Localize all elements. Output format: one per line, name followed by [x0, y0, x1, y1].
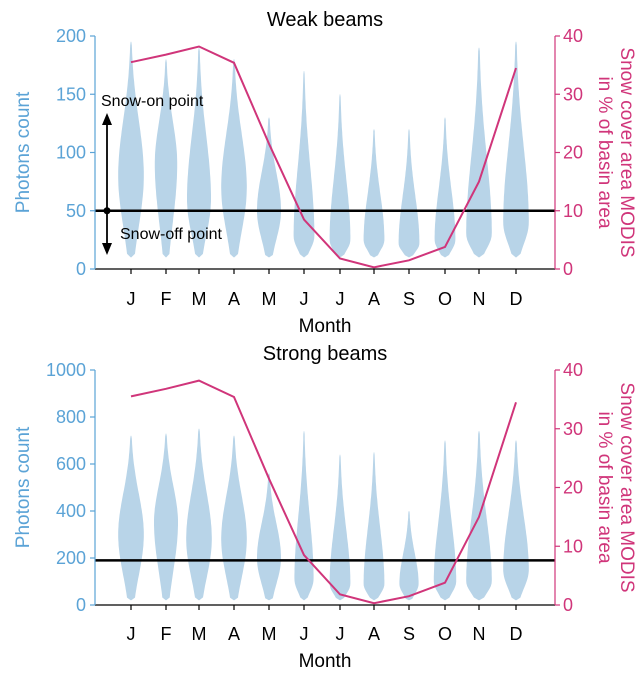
x-tick-label: S — [403, 624, 415, 644]
x-tick-label: M — [262, 624, 277, 644]
violin-J-6 — [329, 94, 351, 258]
x-tick-label: N — [473, 289, 486, 309]
violin-A-7 — [363, 129, 385, 258]
violin-A-3 — [221, 59, 247, 258]
y2-tick-label: 40 — [563, 360, 583, 380]
x-tick-label: D — [510, 289, 523, 309]
x-tick-label: A — [228, 624, 240, 644]
y-tick-label: 100 — [56, 143, 86, 163]
y-tick-label: 200 — [56, 26, 86, 46]
x-axis-label: Month — [299, 651, 352, 672]
x-tick-label: M — [262, 289, 277, 309]
y-axis-label: Photons count — [13, 426, 34, 548]
violin-N-10 — [466, 47, 492, 258]
y2-tick-label: 30 — [563, 419, 583, 439]
violin-F-1 — [154, 59, 178, 258]
y-tick-label: 400 — [56, 501, 86, 521]
chart-panel-1: Strong beams 0 200 400 600 800 1000 0 10 20 30 40 J F… — [13, 343, 637, 672]
snow-cover-line — [130, 379, 517, 605]
violin-J-0 — [118, 41, 144, 258]
violin-F-1 — [154, 433, 178, 601]
x-tick-label: A — [368, 624, 380, 644]
x-tick-label: F — [161, 289, 172, 309]
violin-M-4 — [257, 473, 281, 601]
y-tick-label: 150 — [56, 84, 86, 104]
snow-on-label: Snow-on point — [101, 93, 204, 110]
violin-M-2 — [187, 47, 211, 258]
violin-M-4 — [257, 117, 281, 258]
violin-S-8 — [398, 129, 420, 258]
x-tick-label: M — [192, 289, 207, 309]
x-tick-label: S — [403, 289, 415, 309]
x-tick-label: J — [127, 289, 136, 309]
x-tick-label: J — [336, 624, 345, 644]
y-tick-label: 0 — [76, 595, 86, 615]
y-tick-label: 800 — [56, 407, 86, 427]
violin-D-11 — [503, 440, 529, 601]
violin-M-2 — [186, 428, 212, 601]
y2-axis-label-line2: in % of basin area — [594, 411, 615, 564]
snow-cover-line — [130, 45, 517, 269]
x-tick-label: J — [300, 289, 309, 309]
x-tick-label: J — [336, 289, 345, 309]
violin-J-5 — [293, 71, 315, 258]
y2-tick-label: 20 — [563, 478, 583, 498]
chart-title: Weak beams — [267, 9, 383, 31]
y-tick-label: 1000 — [46, 360, 86, 380]
violin-O-9 — [434, 117, 456, 258]
violin-D-11 — [503, 41, 529, 258]
y2-tick-label: 30 — [563, 84, 583, 104]
x-tick-label: N — [473, 624, 486, 644]
violin-J-5 — [294, 431, 314, 601]
chart-title: Strong beams — [263, 343, 388, 365]
y2-tick-label: 10 — [563, 201, 583, 221]
snow-on-arrow-head — [102, 113, 112, 125]
y2-tick-label: 40 — [563, 26, 583, 46]
snow-off-arrow-head — [102, 243, 112, 255]
y2-axis-label-line1: Snow cover area MODIS — [616, 382, 637, 592]
x-tick-label: M — [192, 624, 207, 644]
x-tick-label: O — [438, 624, 452, 644]
violin-A-7 — [363, 452, 385, 601]
y2-tick-label: 0 — [563, 595, 573, 615]
x-axis-label: Month — [299, 316, 352, 337]
violin-O-9 — [433, 440, 457, 601]
x-tick-label: A — [368, 289, 380, 309]
x-tick-label: D — [510, 624, 523, 644]
y2-axis-label-line2: in % of basin area — [594, 76, 615, 229]
y-axis-label: Photons count — [13, 91, 34, 213]
snow-off-label: Snow-off point — [120, 226, 223, 243]
x-tick-label: O — [438, 289, 452, 309]
violin-A-3 — [221, 435, 247, 601]
y-tick-label: 600 — [56, 454, 86, 474]
violin-J-0 — [118, 435, 144, 601]
x-tick-label: J — [300, 624, 309, 644]
x-tick-label: A — [228, 289, 240, 309]
x-tick-label: F — [161, 624, 172, 644]
y2-tick-label: 20 — [563, 143, 583, 163]
x-tick-label: J — [127, 624, 136, 644]
violin-J-6 — [329, 454, 351, 601]
y2-tick-label: 10 — [563, 536, 583, 556]
y-tick-label: 0 — [76, 259, 86, 279]
y2-tick-label: 0 — [563, 259, 573, 279]
y-tick-label: 50 — [66, 201, 86, 221]
y2-axis-label-line1: Snow cover area MODIS — [616, 47, 637, 257]
y-tick-label: 200 — [56, 548, 86, 568]
violin-S-8 — [399, 511, 419, 601]
